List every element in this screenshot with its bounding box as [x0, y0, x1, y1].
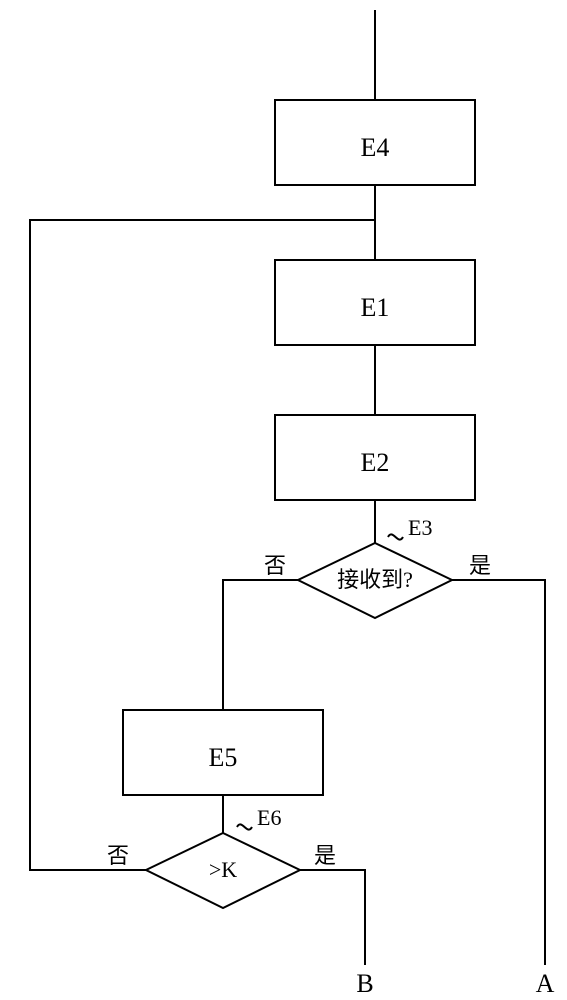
node-E1: E1	[275, 260, 475, 345]
node-E3-label: 接收到?	[337, 567, 413, 592]
edge-E6-yes-label: 是	[314, 843, 336, 868]
tag-squiggle-E3	[388, 534, 403, 539]
edge-E3-yes	[452, 580, 545, 965]
edge-E6-yes	[300, 870, 365, 965]
tag-squiggle-E6	[237, 824, 252, 829]
tag-E3-label: E3	[408, 515, 432, 540]
terminal-A-label: A	[536, 969, 555, 998]
terminal-B-label: B	[356, 969, 373, 998]
edge-E6-no-label: 否	[107, 843, 129, 868]
flowchart-canvas: E4 E1 E2 E3 接收到? 是 A 否 E5 E6 >K	[0, 0, 567, 1000]
node-E6: >K	[146, 833, 300, 908]
node-E5-label: E5	[209, 743, 238, 772]
edge-E3-yes-label: 是	[469, 553, 491, 578]
node-E1-label: E1	[361, 293, 390, 322]
node-E5: E5	[123, 710, 323, 795]
node-E4-label: E4	[361, 133, 390, 162]
node-E3: 接收到?	[298, 543, 452, 618]
node-E2-label: E2	[361, 448, 390, 477]
edge-E3-no	[223, 580, 298, 710]
edge-E3-no-label: 否	[264, 553, 286, 578]
node-E6-label: >K	[209, 857, 237, 882]
node-E4: E4	[275, 100, 475, 185]
node-E2: E2	[275, 415, 475, 500]
tag-E6-label: E6	[257, 805, 281, 830]
